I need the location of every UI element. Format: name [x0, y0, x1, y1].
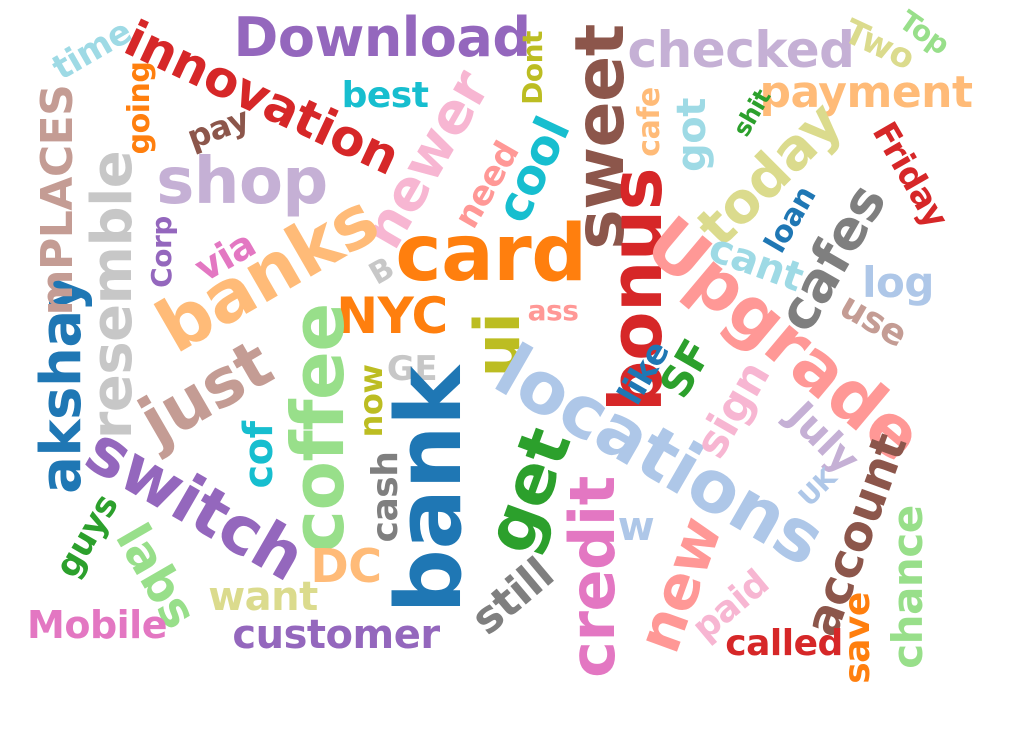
word-b: B: [363, 250, 401, 293]
word-called: called: [725, 623, 843, 664]
word-credit: credit: [556, 476, 629, 678]
word-dc: DC: [310, 539, 382, 593]
word-save: save: [837, 592, 878, 684]
word-w: w: [617, 504, 655, 550]
word-dont: Dont: [516, 31, 549, 105]
word-shop: shop: [156, 145, 328, 219]
word-log: log: [862, 258, 934, 307]
word-going: going: [122, 61, 157, 155]
word-ass: ass: [527, 294, 579, 327]
word-chance: chance: [883, 505, 932, 669]
word-got: got: [669, 98, 715, 172]
word-cafe: cafe: [632, 87, 667, 157]
word-cof: cof: [236, 421, 282, 489]
word-checked: checked: [627, 21, 855, 79]
word-mobile: Mobile: [27, 603, 167, 647]
word-customer: customer: [232, 612, 440, 658]
word-cash: cash: [365, 451, 406, 543]
word-best: best: [341, 75, 429, 116]
word-want: want: [208, 574, 318, 620]
word-nyc: NYC: [336, 287, 448, 345]
word-payment: payment: [759, 67, 973, 118]
word-mplaces: mPLACES: [32, 84, 83, 316]
word-download: Download: [233, 6, 531, 69]
word-card: card: [395, 209, 587, 299]
word-corp: Corp: [145, 216, 178, 288]
word-ge: GE: [386, 349, 438, 389]
